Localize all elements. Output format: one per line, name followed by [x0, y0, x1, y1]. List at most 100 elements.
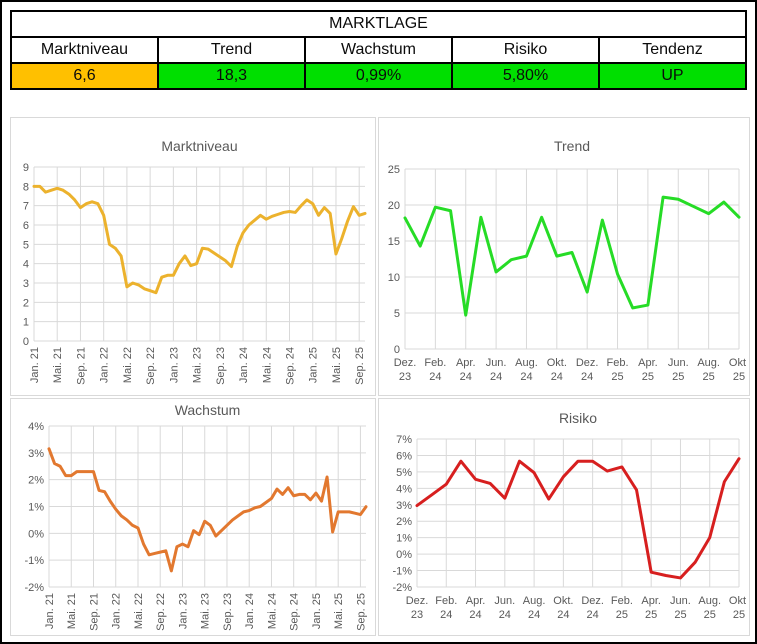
col-header-trend: Trend: [157, 36, 306, 64]
svg-text:25: 25: [645, 609, 657, 621]
svg-text:4%: 4%: [28, 421, 44, 433]
summary-table: MARKTLAGE Marktniveau Trend Wachstum Ris…: [10, 10, 747, 90]
svg-text:1%: 1%: [28, 502, 44, 514]
svg-text:1%: 1%: [396, 533, 412, 545]
svg-text:4: 4: [23, 259, 29, 271]
svg-text:Apr.: Apr.: [638, 357, 658, 369]
svg-text:Sep. 22: Sep. 22: [145, 347, 157, 385]
svg-text:3%: 3%: [396, 500, 412, 512]
dashboard-title: MARKTLAGE: [10, 10, 747, 38]
risiko-chart-title: Risiko: [559, 410, 597, 426]
svg-text:Sep. 23: Sep. 23: [222, 593, 234, 631]
svg-text:24: 24: [490, 371, 502, 383]
svg-text:Okt.: Okt.: [553, 595, 573, 607]
trend-chart-svg: 0 5 10 15 20 25 Dez. 23 Feb. 24 Apr. 24 Jun. 24 Aug. 24…: [388, 138, 749, 383]
svg-text:24: 24: [460, 371, 472, 383]
svg-text:24: 24: [551, 371, 563, 383]
svg-text:5: 5: [394, 308, 400, 320]
value-marktniveau: 6,6: [10, 62, 159, 90]
svg-text:24: 24: [499, 609, 511, 621]
svg-text:Jan. 22: Jan. 22: [99, 347, 111, 383]
svg-text:Aug.: Aug.: [698, 595, 721, 607]
svg-text:6: 6: [23, 220, 29, 232]
svg-text:Feb.: Feb.: [607, 357, 629, 369]
svg-text:Dez.: Dez.: [576, 357, 599, 369]
svg-text:Mai. 23: Mai. 23: [192, 347, 204, 383]
svg-text:10: 10: [388, 272, 400, 284]
svg-text:-2%: -2%: [392, 582, 412, 594]
svg-text:Mai. 22: Mai. 22: [122, 347, 134, 383]
svg-text:25: 25: [611, 371, 623, 383]
svg-text:Sep. 23: Sep. 23: [215, 347, 227, 385]
svg-text:24: 24: [587, 609, 599, 621]
svg-text:-1%: -1%: [392, 566, 412, 578]
svg-text:Jun.: Jun.: [486, 357, 507, 369]
marktniveau-chart-title: Marktniveau: [161, 138, 237, 154]
svg-text:3: 3: [23, 278, 29, 290]
svg-text:Jan. 23: Jan. 23: [177, 593, 189, 629]
svg-text:0: 0: [23, 336, 29, 348]
svg-text:25: 25: [703, 371, 715, 383]
svg-text:Mai. 25: Mai. 25: [333, 593, 345, 629]
summary-title-row: MARKTLAGE: [10, 10, 747, 38]
svg-text:Mai. 25: Mai. 25: [331, 347, 343, 383]
svg-text:Okt.: Okt.: [547, 357, 567, 369]
svg-text:5: 5: [23, 239, 29, 251]
svg-text:Aug.: Aug.: [515, 357, 538, 369]
svg-text:Jan. 21: Jan. 21: [29, 347, 41, 383]
svg-text:Jun.: Jun.: [670, 595, 691, 607]
svg-text:2: 2: [23, 297, 29, 309]
svg-text:23: 23: [411, 609, 423, 621]
svg-text:Jan. 22: Jan. 22: [111, 593, 123, 629]
svg-text:Sep. 22: Sep. 22: [155, 593, 167, 631]
svg-text:6%: 6%: [396, 450, 412, 462]
svg-text:15: 15: [388, 236, 400, 248]
col-header-wachstum: Wachstum: [304, 36, 453, 64]
svg-text:Dez.: Dez.: [581, 595, 604, 607]
col-header-marktniveau: Marktniveau: [10, 36, 159, 64]
col-header-risiko: Risiko: [451, 36, 600, 64]
svg-text:3%: 3%: [28, 448, 44, 460]
svg-text:Mai. 21: Mai. 21: [52, 347, 64, 383]
svg-text:4%: 4%: [396, 483, 412, 495]
svg-text:Sep. 25: Sep. 25: [355, 593, 367, 631]
svg-text:Apr.: Apr.: [466, 595, 486, 607]
risiko-chart-svg: -2% -1% 0% 1% 2% 3% 4% 5% 6% 7% Dez. 23 Feb. 24 Apr. 24…: [392, 410, 749, 621]
svg-text:7%: 7%: [396, 434, 412, 446]
svg-text:Aug.: Aug.: [523, 595, 546, 607]
svg-text:9: 9: [23, 162, 29, 174]
trend-chart-title: Trend: [554, 138, 590, 154]
svg-text:25: 25: [704, 609, 716, 621]
svg-text:0: 0: [394, 344, 400, 356]
chart-panel-marktniveau: 0 1 2 3 4 5 6 7 8 9 Jan. 21 Mai. 21 Sep. 21 Jan. 22 Ma…: [10, 117, 376, 396]
svg-text:Sep. 21: Sep. 21: [88, 593, 100, 631]
svg-text:25: 25: [642, 371, 654, 383]
svg-text:25: 25: [674, 609, 686, 621]
svg-text:Jan. 25: Jan. 25: [311, 593, 323, 629]
svg-text:24: 24: [440, 609, 452, 621]
svg-text:Aug.: Aug.: [697, 357, 720, 369]
value-wachstum: 0,99%: [304, 62, 453, 90]
summary-header-row: Marktniveau Trend Wachstum Risiko Tenden…: [10, 36, 747, 64]
svg-text:Feb.: Feb.: [424, 357, 446, 369]
svg-text:Feb.: Feb.: [435, 595, 457, 607]
svg-text:Apr.: Apr.: [641, 595, 661, 607]
svg-text:0%: 0%: [396, 549, 412, 561]
svg-text:24: 24: [581, 371, 593, 383]
svg-text:0%: 0%: [28, 528, 44, 540]
svg-text:Feb.: Feb.: [611, 595, 633, 607]
svg-text:Apr.: Apr.: [456, 357, 476, 369]
svg-text:Mai. 22: Mai. 22: [133, 593, 145, 629]
chart-panel-trend: 0 5 10 15 20 25 Dez. 23 Feb. 24 Apr. 24 Jun. 24 Aug. 24…: [378, 117, 750, 396]
svg-text:Jan. 24: Jan. 24: [238, 347, 250, 383]
wachstum-chart-svg: -2% -1% 0% 1% 2% 3% 4% Jan. 21 Mai. 21 Sep. 21 Jan…: [24, 402, 368, 631]
svg-text:20: 20: [388, 200, 400, 212]
col-header-tendenz: Tendenz: [598, 36, 747, 64]
svg-text:Okt.: Okt.: [729, 595, 747, 607]
svg-text:Dez.: Dez.: [394, 357, 417, 369]
svg-text:25: 25: [616, 609, 628, 621]
svg-text:Jan. 23: Jan. 23: [168, 347, 180, 383]
svg-text:Mai. 24: Mai. 24: [266, 593, 278, 629]
value-trend: 18,3: [157, 62, 306, 90]
